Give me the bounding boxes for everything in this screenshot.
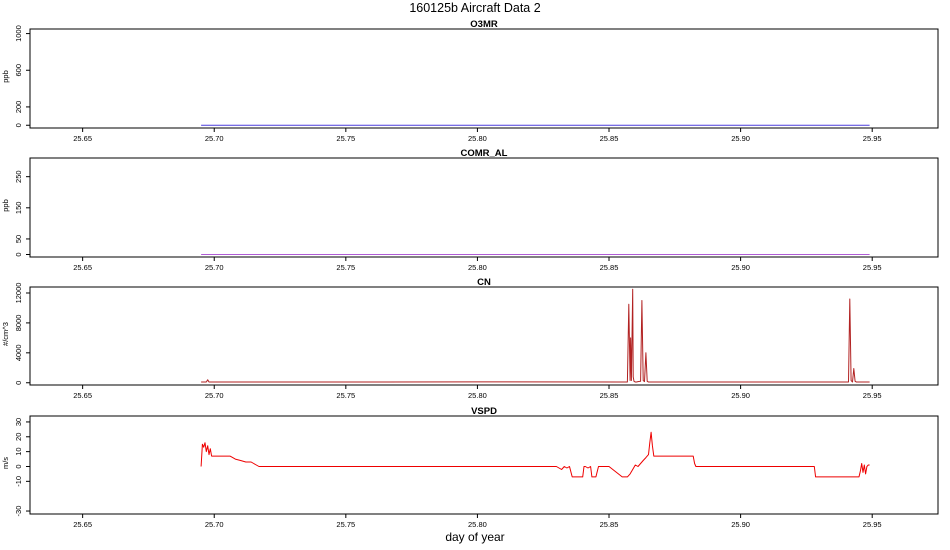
y-axis-label: ppb xyxy=(1,70,10,83)
x-tick-label: 25.65 xyxy=(73,520,92,529)
chart-panel-1: O3MR 25.65 25.70 25.75 25.80 25.85 25.90 25.95 0… xyxy=(1,19,939,143)
plot-frame xyxy=(29,28,939,129)
plot-frame xyxy=(29,157,939,258)
x-tick-label: 25.85 xyxy=(600,263,619,272)
x-tick-label: 25.65 xyxy=(73,391,92,400)
y-tick-label: 0 xyxy=(14,123,23,127)
x-tick-label: 25.95 xyxy=(863,391,882,400)
x-tick-label: 25.75 xyxy=(336,391,355,400)
plot-frame xyxy=(29,415,939,515)
y-tick-label: 12000 xyxy=(14,283,23,304)
x-tick-label: 25.75 xyxy=(336,520,355,529)
x-tick-label: 25.90 xyxy=(731,391,750,400)
x-tick-label: 25.75 xyxy=(336,263,355,272)
y-tick-label: 20 xyxy=(14,433,23,441)
page-title: 160125b Aircraft Data 2 xyxy=(409,1,541,15)
x-axis-label: day of year xyxy=(445,530,505,544)
x-tick-label: 25.95 xyxy=(863,263,882,272)
plot-frame xyxy=(29,286,939,386)
x-tick-label: 25.65 xyxy=(73,134,92,143)
y-axis-label: #/cm^3 xyxy=(1,322,10,346)
x-tick-label: 25.75 xyxy=(336,134,355,143)
y-tick-label: -30 xyxy=(14,506,23,517)
x-tick-label: 25.85 xyxy=(600,391,619,400)
y-tick-label: 200 xyxy=(14,101,23,114)
y-axis-label: m/s xyxy=(1,457,10,469)
y-tick-label: 1000 xyxy=(14,25,23,42)
y-tick-label: 600 xyxy=(14,64,23,77)
y-tick-label: 4000 xyxy=(14,344,23,361)
y-tick-label: 10 xyxy=(14,447,23,455)
series-line-vspd xyxy=(200,431,870,478)
chart-panel-2: COMR_AL 25.65 25.70 25.75 25.80 25.85 25.90 25.… xyxy=(1,148,939,272)
y-tick-label: 150 xyxy=(14,202,23,215)
y-tick-label: 250 xyxy=(14,170,23,183)
y-tick-label: 0 xyxy=(14,381,23,385)
y-tick-label: 8000 xyxy=(14,315,23,332)
x-tick-label: 25.70 xyxy=(205,134,224,143)
x-tick-label: 25.70 xyxy=(205,391,224,400)
x-tick-label: 25.80 xyxy=(468,520,487,529)
panel-title: CN xyxy=(477,277,491,288)
panel-title: VSPD xyxy=(471,406,497,417)
y-tick-label: 30 xyxy=(14,418,23,426)
y-tick-label: 50 xyxy=(14,235,23,243)
x-tick-label: 25.90 xyxy=(731,134,750,143)
chart-panel-4: VSPD 25.65 25.70 25.75 25.80 25.85 25.90 25.95 -… xyxy=(1,406,939,529)
chart-panel-3: CN 25.65 25.70 25.75 25.80 25.85 25.90 25.95 0 40… xyxy=(1,277,939,400)
x-tick-label: 25.70 xyxy=(205,520,224,529)
x-tick-label: 25.90 xyxy=(731,520,750,529)
x-tick-label: 25.85 xyxy=(600,520,619,529)
x-tick-label: 25.80 xyxy=(468,263,487,272)
x-tick-label: 25.80 xyxy=(468,134,487,143)
x-tick-label: 25.85 xyxy=(600,134,619,143)
x-tick-label: 25.95 xyxy=(863,520,882,529)
y-tick-label: 0 xyxy=(14,464,23,468)
panel-title: COMR_AL xyxy=(461,148,508,159)
y-tick-label: -10 xyxy=(14,476,23,487)
x-tick-label: 25.70 xyxy=(205,263,224,272)
panel-title: O3MR xyxy=(470,19,498,30)
series-line-cn xyxy=(201,288,870,383)
x-tick-label: 25.90 xyxy=(731,263,750,272)
y-axis-label: ppb xyxy=(1,199,10,212)
x-tick-label: 25.65 xyxy=(73,263,92,272)
y-tick-label: 0 xyxy=(14,252,23,256)
x-tick-label: 25.95 xyxy=(863,134,882,143)
x-tick-label: 25.80 xyxy=(468,391,487,400)
